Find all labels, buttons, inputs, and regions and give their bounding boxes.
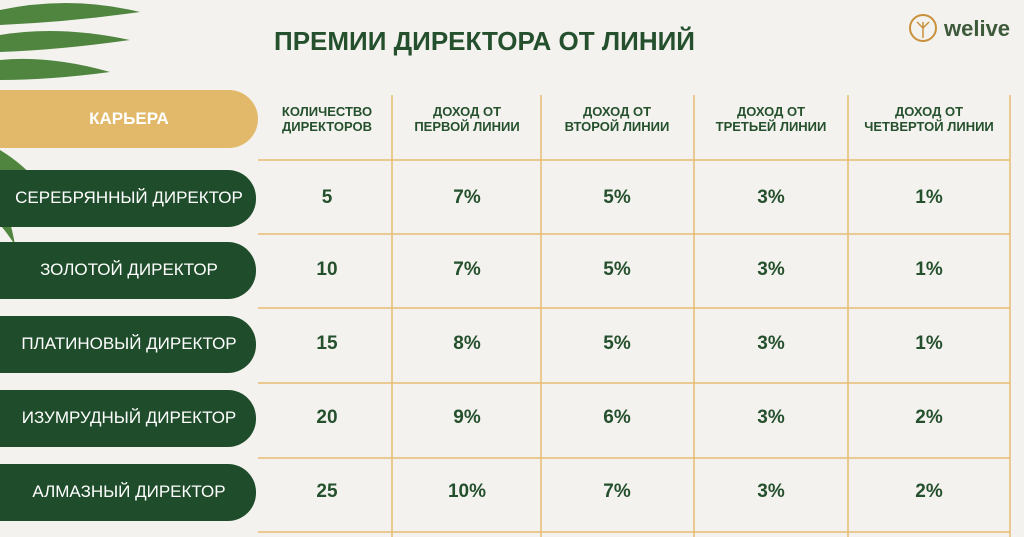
cell-value: 5%	[603, 259, 631, 280]
cell-value: 3%	[757, 481, 785, 502]
cell-value: 1%	[915, 333, 943, 354]
cell-value: 1%	[915, 259, 943, 280]
cell-value: 3%	[757, 407, 785, 428]
row-pill	[0, 464, 256, 521]
cell-value: 25	[316, 481, 338, 502]
table-grid	[258, 95, 1011, 537]
cell-value: 10	[316, 259, 338, 280]
cell-value: 5%	[603, 333, 631, 354]
column-header: ДОХОД ОТ ТРЕТЬЕЙ ЛИНИИ	[715, 104, 827, 134]
row-label: СЕРЕБРЯННЫЙ ДИРЕКТОР	[15, 188, 243, 207]
column-header: ДОХОД ОТ ПЕРВОЙ ЛИНИИ	[414, 104, 520, 134]
row-pill	[0, 316, 256, 373]
corner-label: КАРЬЕРА	[89, 109, 169, 128]
row-pill	[0, 170, 256, 227]
cell-value: 3%	[757, 333, 785, 354]
cell-value: 15	[316, 333, 338, 354]
logo-tree	[916, 21, 930, 38]
row-label: ИЗУМРУДНЫЙ ДИРЕКТОР	[21, 408, 237, 427]
corner-pill	[0, 90, 258, 148]
cell-value: 7%	[453, 259, 481, 280]
row-label: ЗОЛОТОЙ ДИРЕКТОР	[40, 260, 218, 279]
row-label: ПЛАТИНОВЫЙ ДИРЕКТОР	[21, 334, 237, 353]
cell-value: 3%	[757, 187, 785, 208]
logo-icon	[909, 14, 937, 42]
column-header: КОЛИЧЕСТВО ДИРЕКТОРОВ	[281, 104, 373, 134]
cell-value: 3%	[757, 259, 785, 280]
cell-value: 8%	[453, 333, 481, 354]
title: ПРЕМИИ ДИРЕКТОРА ОТ ЛИНИЙ	[274, 26, 695, 56]
cell-value: 20	[316, 407, 338, 428]
cell-value: 2%	[915, 481, 943, 502]
column-header: ДОХОД ОТ ЧЕТВЕРТОЙ ЛИНИИ	[864, 104, 994, 134]
cell-value: 6%	[603, 407, 631, 428]
row-label: АЛМАЗНЫЙ ДИРЕКТОР	[32, 482, 226, 501]
cell-value: 7%	[603, 481, 631, 502]
row-pill	[0, 390, 256, 447]
cell-value: 10%	[447, 481, 487, 502]
cell-value: 9%	[453, 407, 481, 428]
cell-value: 7%	[453, 187, 481, 208]
cell-value: 5%	[603, 187, 631, 208]
cell-value: 1%	[915, 187, 943, 208]
logo-text: welive	[944, 16, 1011, 41]
cell-value: 2%	[915, 407, 943, 428]
column-header: ДОХОД ОТ ВТОРОЙ ЛИНИИ	[564, 104, 670, 134]
row-pill	[0, 242, 256, 299]
cell-value: 5	[321, 187, 333, 208]
row-pills	[0, 170, 256, 521]
